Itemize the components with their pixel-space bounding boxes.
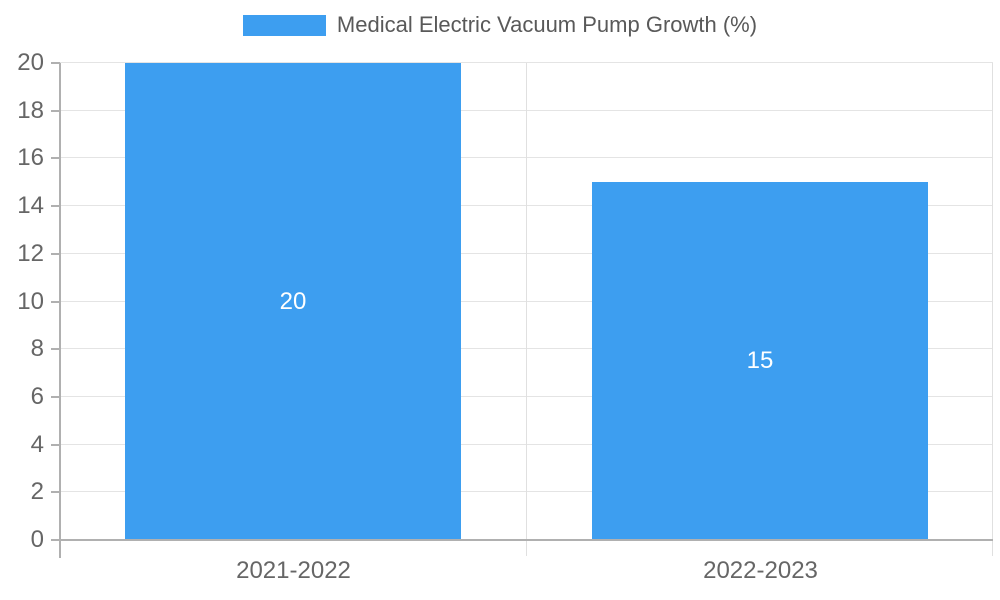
y-axis-tick-label: 12 [17,240,44,267]
y-axis-tick [51,396,60,398]
legend-swatch-icon [242,14,326,36]
y-axis-tick-label: 10 [17,288,44,315]
y-axis-tick-label: 2 [30,478,44,505]
gridline-vertical [992,63,993,556]
x-axis-line [60,539,993,541]
bar-value-label: 20 [279,288,307,315]
legend-label: Medical Electric Vacuum Pump Growth (%) [336,12,758,37]
y-axis-tick [51,539,60,541]
y-axis-tick [51,491,60,493]
y-axis-tick [51,301,60,303]
y-axis-tick [51,62,60,64]
y-axis-tick [51,205,60,207]
gridline-horizontal [60,62,993,63]
y-axis-tick [51,157,60,159]
gridline-vertical [526,63,527,556]
y-axis-tick [51,348,60,350]
y-axis-tick [51,110,60,112]
y-axis-tick-label: 20 [17,49,44,76]
bar[interactable] [592,182,928,539]
bar-value-label: 15 [746,347,774,374]
y-axis-tick [51,444,60,446]
y-axis-line [59,63,61,558]
y-axis-tick-label: 4 [30,431,44,458]
legend-item[interactable]: Medical Electric Vacuum Pump Growth (%) [0,12,1000,38]
y-axis-tick-label: 8 [30,335,44,362]
y-axis-tick-label: 16 [17,144,44,171]
y-axis-tick-label: 18 [17,97,44,124]
x-axis-category-label: 2021-2022 [236,557,351,584]
y-axis-tick-label: 0 [30,526,44,553]
y-axis-tick-label: 14 [17,192,44,219]
x-axis-category-label: 2022-2023 [703,557,818,584]
y-axis-tick [51,253,60,255]
y-axis-tick-label: 6 [30,383,44,410]
bar[interactable] [125,63,461,539]
